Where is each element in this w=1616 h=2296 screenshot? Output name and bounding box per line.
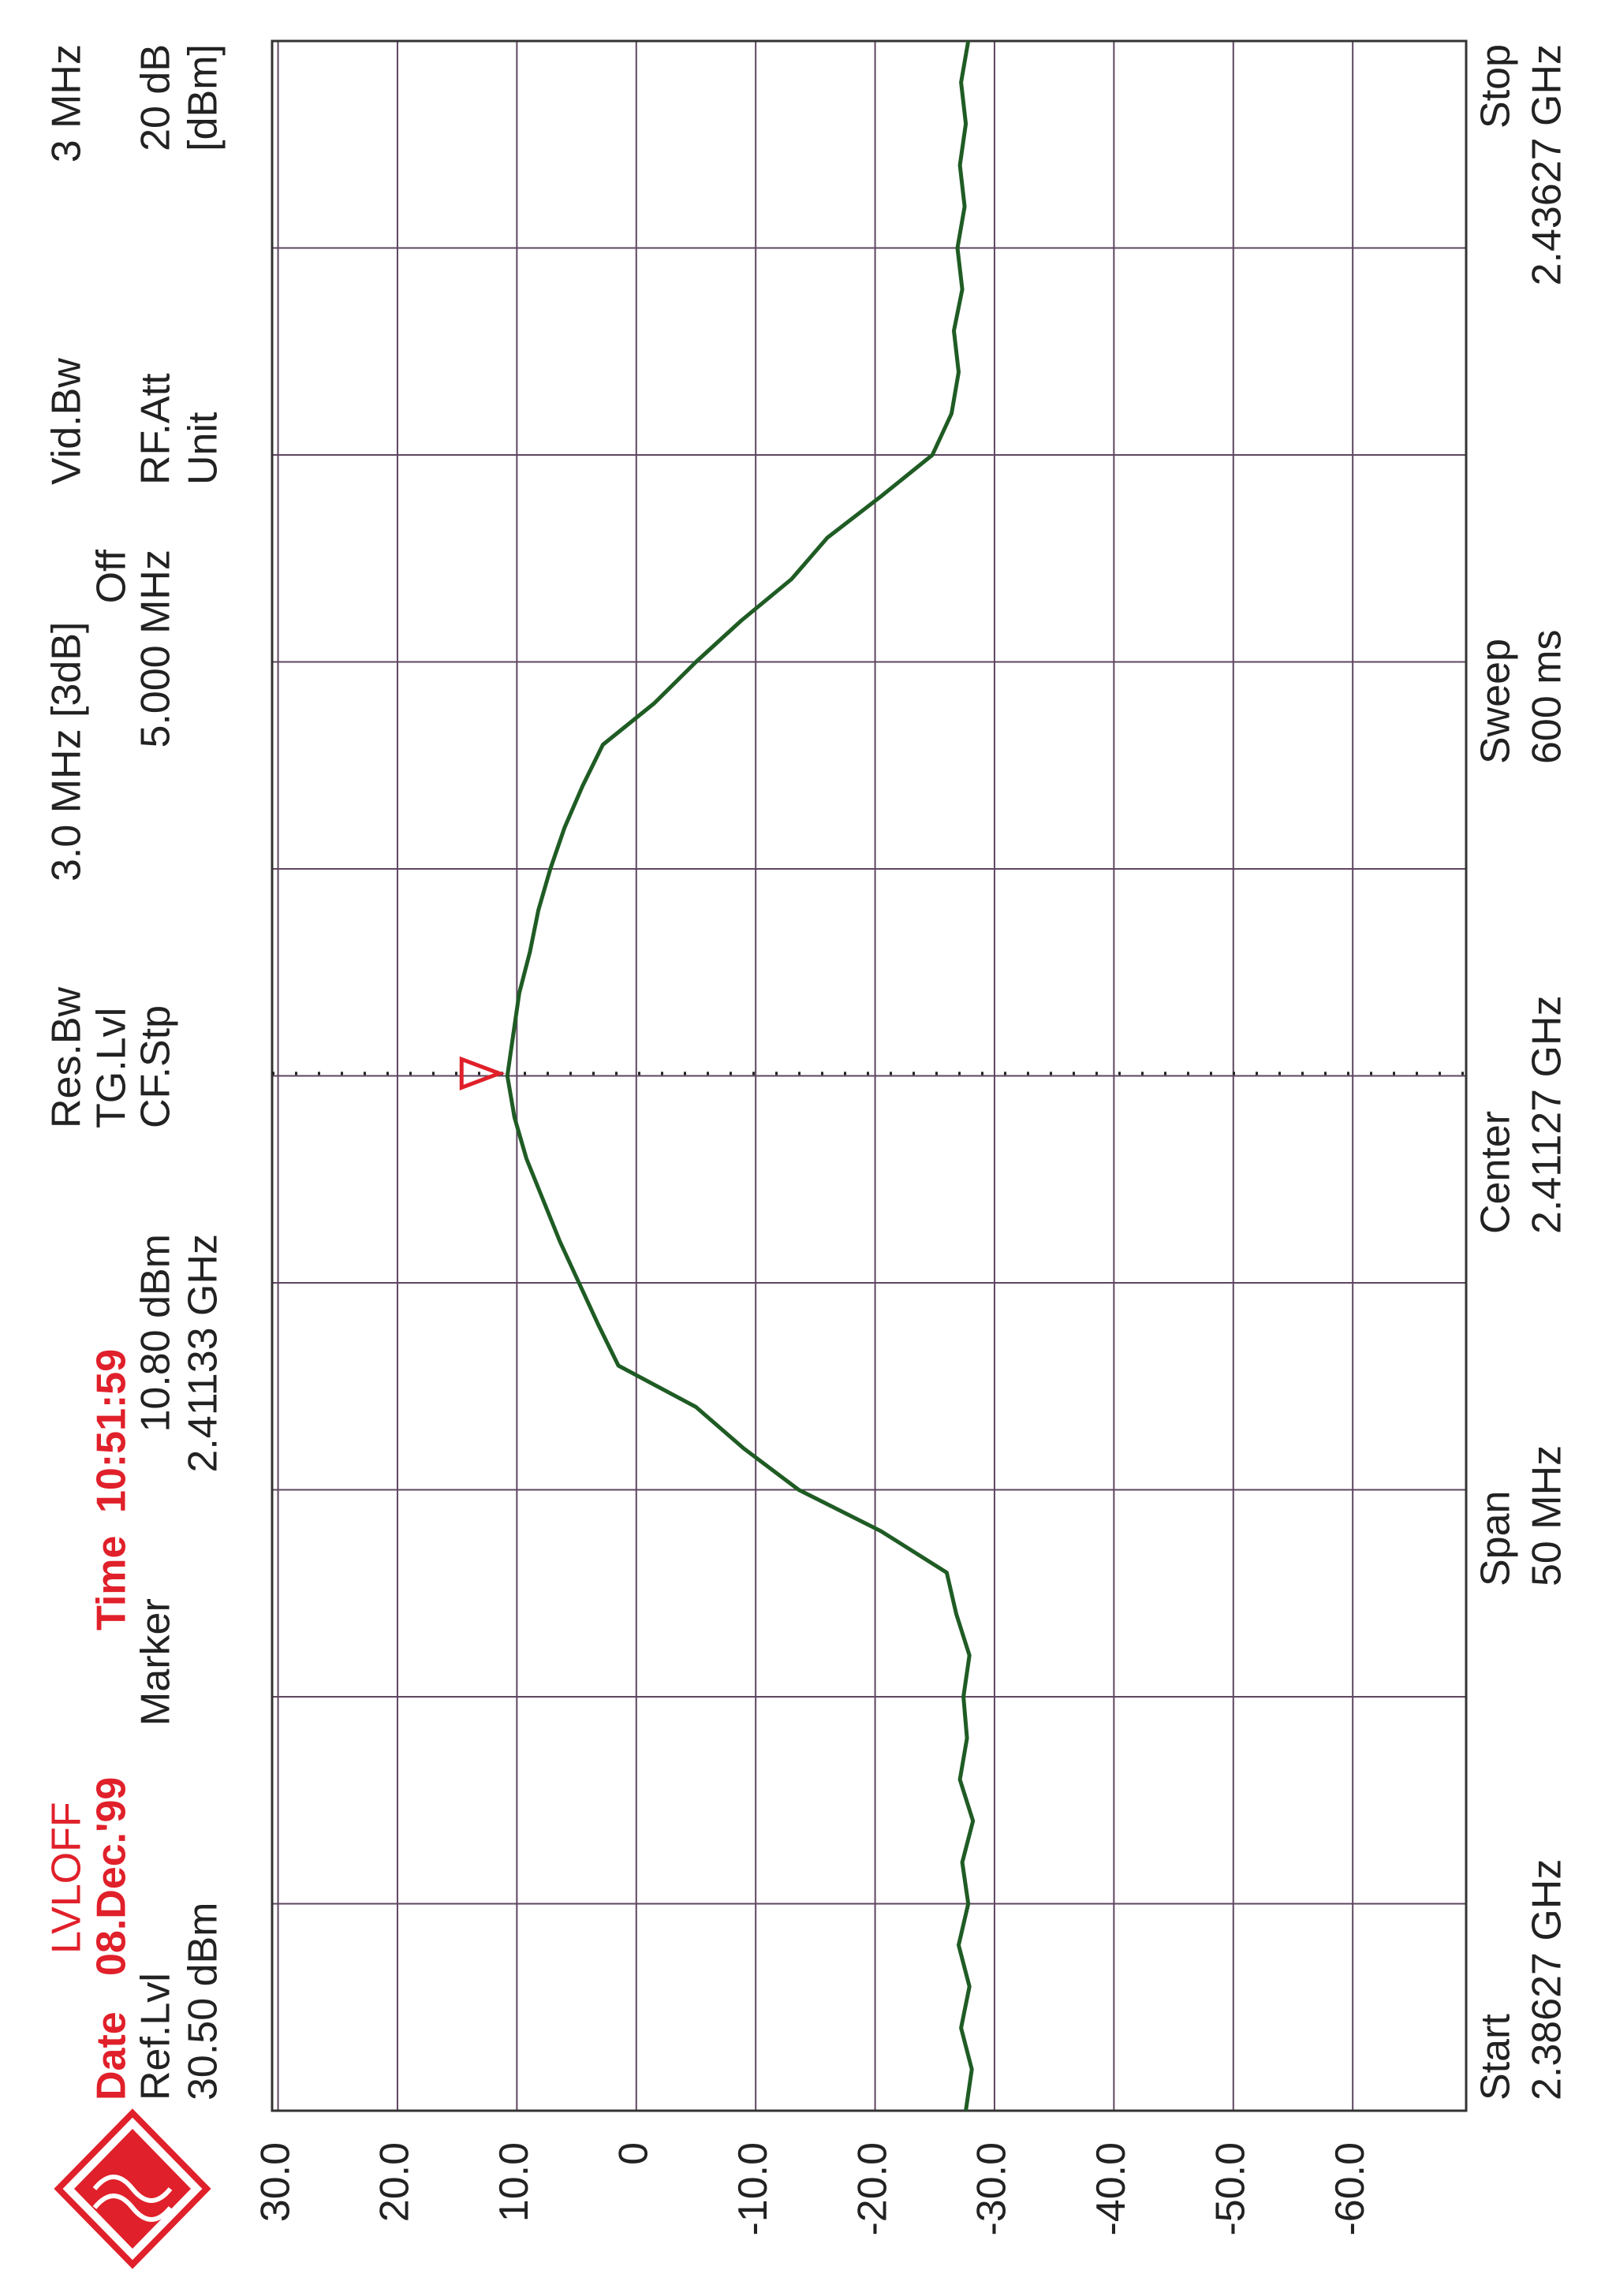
trace [505,40,976,2112]
cf-step-label: CF.Stp [133,1005,179,1128]
y-tick-label: -50.0 [1208,2142,1254,2236]
cf-step: 5.000 MHz [133,550,179,747]
y-tick-label: 10.0 [491,2142,537,2222]
rf-att: 20 dB [133,44,179,151]
time: 10:51:59 [89,1349,135,1513]
sweep-label: Sweep [1473,639,1519,764]
res-bw-label: Res.Bw [44,986,90,1128]
start: 2.38627 GHz [1525,1859,1570,2100]
tg-level: Off [89,549,135,603]
sweep: 600 ms [1525,629,1570,764]
y-tick-label: 30.0 [252,2142,298,2222]
stop: 2.43627 GHz [1525,44,1570,285]
center: 2.41127 GHz [1525,995,1570,1234]
unit: [dBm] [181,44,226,151]
y-tick-label: 0 [611,2142,657,2165]
span-label: Span [1473,1491,1519,1586]
marker-triangle [459,1056,506,1090]
center-label: Center [1473,1111,1519,1234]
res-bw: 3.0 MHz [3dB] [44,622,90,882]
vid-bw: 3 MHz [44,44,90,162]
start-label: Start [1473,2014,1519,2100]
date-label: Date [89,2011,135,2100]
logo-waves [92,2175,173,2222]
logo [54,2108,211,2269]
y-tick-label: -60.0 [1327,2142,1373,2236]
stop-label: Stop [1473,44,1519,129]
span: 50 MHz [1525,1445,1570,1586]
vid-bw-label: Vid.Bw [44,358,90,485]
level-label: 10.80 dBm [133,1234,179,1433]
y-tick-label: -20.0 [849,2142,895,2236]
rf-att-label: RF.Att [133,373,179,485]
y-tick-label: -40.0 [1088,2142,1134,2236]
y-tick-label: 20.0 [372,2142,418,2222]
unit-label: Unit [181,412,226,485]
ref-level: 30.50 dBm [181,1903,226,2101]
marker-label: Marker [133,1598,179,1726]
rotated-plot: 30.0 20.0 10.0 0 -10.0 -20.0 -30.0 -40.0 -50.0 -6… [44,39,1570,2236]
y-tick-label: -30.0 [969,2142,1015,2236]
date: 08.Dec.'99 [89,1777,135,1976]
tg-level-label: TG.Lvl [89,1008,135,1128]
plot-frame [271,39,1468,2112]
freq-label: 2.41133 GHz [181,1234,226,1473]
time-label: Time [89,1536,135,1631]
ref-level-label: Ref.Lvl [133,1973,179,2100]
level-mode: LVLOFF [44,1802,90,1954]
y-tick-label: -10.0 [730,2142,776,2236]
